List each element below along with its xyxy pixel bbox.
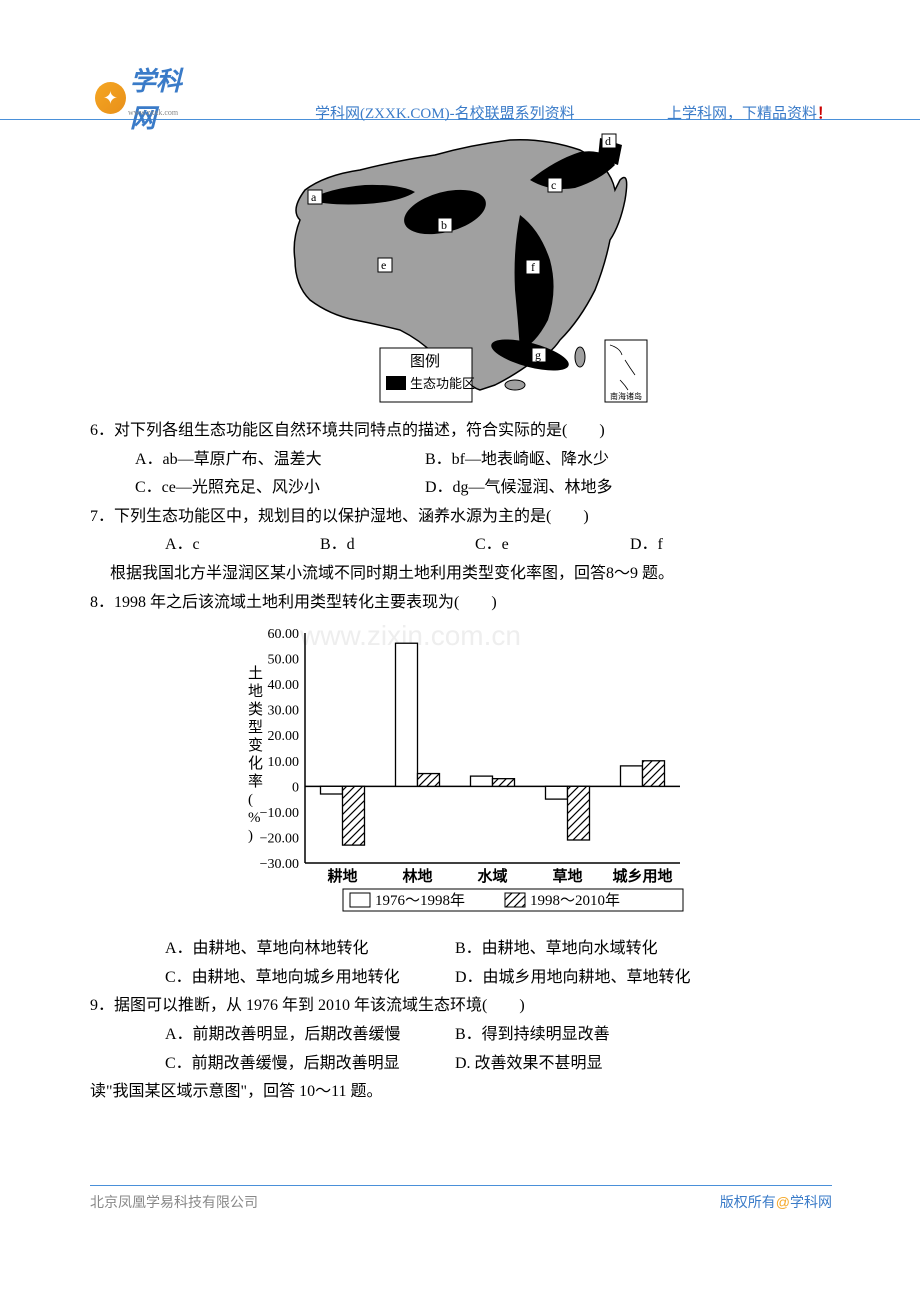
q9-opt-c: C．前期改善缓慢，后期改善明显 (165, 1051, 455, 1077)
svg-text:城乡用地: 城乡用地 (612, 867, 672, 885)
svg-text:1976～1998年: 1976～1998年 (375, 892, 465, 909)
map-label-f: f (531, 260, 535, 274)
footer-company: 北京凤凰学易科技有限公司 (90, 1192, 258, 1212)
svg-text:率: 率 (248, 773, 263, 790)
q7-stem: 7．下列生态功能区中，规划目的以保护湿地、涵养水源为主的是( ) (90, 504, 830, 530)
q6-row2: C．ce—光照充足、风沙小 D．dg—气候湿润、林地多 (90, 475, 830, 501)
hainan (505, 380, 525, 390)
q6-opt-a: A．ab—草原广布、温差大 (135, 447, 425, 473)
q6-opt-b: B．bf—地表崎岖、降水少 (425, 447, 609, 473)
q8-opt-c: C．由耕地、草地向城乡用地转化 (165, 965, 455, 991)
svg-text:耕地: 耕地 (327, 867, 357, 885)
q8-opt-d: D．由城乡用地向耕地、草地转化 (455, 965, 691, 991)
bar-chart-figure: 土地类型变化率(%)60.0050.0040.0030.0020.0010.00… (90, 623, 830, 928)
q9-row1: A．前期改善明显，后期改善缓慢 B．得到持续明显改善 (90, 1022, 830, 1048)
q9-stem: 9．据图可以推断，从 1976 年到 2010 年该流域生态环境( ) (90, 993, 830, 1019)
svg-text:40.00: 40.00 (268, 678, 300, 693)
q8-stem: 8．1998 年之后该流域土地利用类型转化主要表现为( ) (90, 590, 830, 616)
header-right-main: 上学科网，下精品资料 (667, 106, 817, 122)
q6-row1: A．ab—草原广布、温差大 B．bf—地表崎岖、降水少 (90, 447, 830, 473)
q7-opt-d: D．f (630, 532, 785, 558)
map-label-a: a (311, 190, 317, 204)
svg-text:0: 0 (292, 780, 299, 795)
svg-text:水域: 水域 (477, 867, 507, 885)
q8-row2: C．由耕地、草地向城乡用地转化 D．由城乡用地向耕地、草地转化 (90, 965, 830, 991)
q9-opt-a: A．前期改善明显，后期改善缓慢 (165, 1022, 455, 1048)
taiwan (575, 347, 585, 367)
svg-text:60.00: 60.00 (268, 627, 300, 642)
q6-opt-c: C．ce—光照充足、风沙小 (135, 475, 425, 501)
svg-text:化: 化 (248, 755, 263, 772)
q7-opt-b: B．d (320, 532, 475, 558)
svg-text:−10.00: −10.00 (260, 806, 299, 821)
svg-text:土: 土 (248, 665, 263, 682)
svg-text:−20.00: −20.00 (260, 832, 299, 847)
svg-text:30.00: 30.00 (268, 704, 300, 719)
logo-icon: ✦ (95, 82, 126, 114)
logo-url: www.zxxk.com (128, 108, 178, 117)
footer-right-a: 版权所有 (720, 1194, 776, 1210)
svg-text:10.00: 10.00 (268, 755, 300, 770)
main-content: a b c d e f g 图例 生态功能区 (0, 120, 920, 1105)
svg-text:变: 变 (248, 737, 263, 754)
page-footer: 北京凤凰学易科技有限公司 版权所有@学科网 (90, 1185, 832, 1212)
svg-text:−30.00: −30.00 (260, 857, 299, 872)
header-right-text: 上学科网，下精品资料！ (667, 102, 832, 123)
svg-text:草地: 草地 (552, 867, 582, 885)
footer-right-b: 学科网 (790, 1194, 832, 1210)
logo-text: 学科网 (130, 61, 205, 135)
header-excl: ！ (817, 106, 832, 122)
footer-at: @ (776, 1194, 790, 1210)
q9-row2: C．前期改善缓慢，后期改善明显 D. 改善效果不甚明显 (90, 1051, 830, 1077)
q9-opt-b: B．得到持续明显改善 (455, 1022, 610, 1048)
q8-opt-b: B．由耕地、草地向水域转化 (455, 936, 658, 962)
svg-text:林地: 林地 (402, 867, 432, 885)
q6-stem: 6．对下列各组生态功能区自然环境共同特点的描述，符合实际的是( ) (90, 418, 830, 444)
page-header: ✦ 学科网 www.zxxk.com 学科网(ZXXK.COM)-名校联盟系列资… (0, 0, 920, 120)
china-map-svg: a b c d e f g 图例 生态功能区 (270, 130, 650, 410)
legend-swatch (386, 376, 406, 390)
q8-opt-a: A．由耕地、草地向林地转化 (165, 936, 455, 962)
footer-copyright: 版权所有@学科网 (720, 1192, 832, 1212)
svg-text:50.00: 50.00 (268, 653, 300, 668)
legend-title: 图例 (410, 353, 440, 370)
map-label-e: e (381, 258, 386, 272)
map-label-d: d (605, 134, 611, 148)
svg-text:型: 型 (248, 719, 263, 736)
q9-opt-d: D. 改善效果不甚明显 (455, 1051, 603, 1077)
bar-chart-svg: 土地类型变化率(%)60.0050.0040.0030.0020.0010.00… (230, 623, 690, 923)
q7-opt-c: C．e (475, 532, 630, 558)
china-map-figure: a b c d e f g 图例 生态功能区 (90, 130, 830, 415)
svg-text:20.00: 20.00 (268, 729, 300, 744)
q8-row1: A．由耕地、草地向林地转化 B．由耕地、草地向水域转化 (90, 936, 830, 962)
svg-text:1998～2010年: 1998～2010年 (530, 892, 620, 909)
map-label-c: c (551, 178, 556, 192)
svg-text:地: 地 (248, 683, 263, 700)
header-center-text: 学科网(ZXXK.COM)-名校联盟系列资料 (315, 102, 575, 123)
inset-label: 南海诸岛 (610, 391, 642, 401)
map-label-b: b (441, 218, 447, 232)
q6-opt-d: D．dg—气候湿润、林地多 (425, 475, 613, 501)
svg-text:): ) (248, 828, 253, 844)
svg-text:类: 类 (248, 701, 263, 718)
q7-opts: A．c B．d C．e D．f (90, 532, 830, 558)
intro-10-11: 读"我国某区域示意图"，回答 10～11 题。 (90, 1079, 830, 1105)
svg-text:(: ( (248, 792, 253, 808)
legend-label: 生态功能区 (410, 376, 475, 391)
intro-8-9: 根据我国北方半湿润区某小流域不同时期土地利用类型变化率图，回答8～9 题。 (90, 561, 830, 587)
q7-opt-a: A．c (165, 532, 320, 558)
map-label-g: g (535, 348, 541, 362)
